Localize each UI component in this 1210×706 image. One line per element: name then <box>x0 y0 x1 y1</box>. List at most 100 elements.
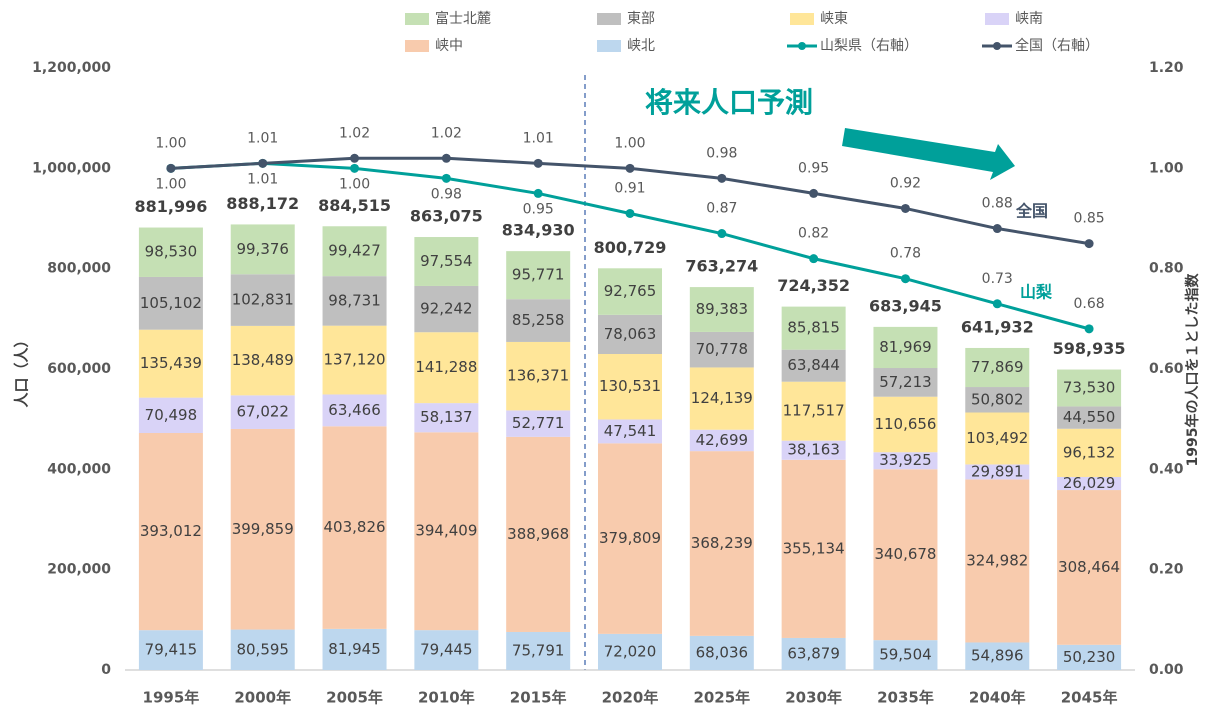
bar-segment <box>873 396 938 453</box>
line-point <box>533 158 543 168</box>
x-tick-label: 1995年 <box>143 689 200 706</box>
line-value-label: 1.00 <box>155 176 186 192</box>
bar-segment <box>598 443 662 634</box>
legend-swatch <box>405 13 429 25</box>
x-tick-label: 2040年 <box>969 689 1026 706</box>
bar-segment <box>781 440 846 460</box>
segment-label: 96,132 <box>1063 443 1116 461</box>
line-point <box>258 158 268 168</box>
bar-segment <box>414 237 479 286</box>
bar-segment <box>873 326 938 369</box>
segment-label: 110,656 <box>874 415 936 433</box>
line-value-label: 0.92 <box>890 175 921 191</box>
line-point <box>441 173 451 183</box>
bar-segment <box>230 274 295 326</box>
bar-segment <box>1057 490 1122 645</box>
legend-label: 峡北 <box>627 38 655 54</box>
segment-label: 33,925 <box>879 451 932 469</box>
segment-label: 57,213 <box>879 373 932 391</box>
bar-segment <box>414 332 479 404</box>
total-label: 863,075 <box>410 207 483 226</box>
line-point <box>900 203 910 213</box>
segment-label: 136,371 <box>507 367 569 385</box>
bar-segment <box>138 432 203 631</box>
bar-segment <box>506 436 571 632</box>
segment-label: 44,550 <box>1063 408 1116 426</box>
segment-label: 105,102 <box>140 294 202 312</box>
y-tick-label: 800,000 <box>47 261 111 277</box>
segment-label: 403,826 <box>324 518 386 536</box>
segment-label: 59,504 <box>879 646 932 664</box>
bar-segment <box>598 419 662 444</box>
line-value-label: 0.88 <box>982 196 1013 212</box>
segment-label: 77,869 <box>971 358 1024 376</box>
bar-segment <box>414 630 479 670</box>
total-label: 763,274 <box>685 257 758 276</box>
x-tick-label: 2025年 <box>693 689 750 706</box>
segment-label: 58,137 <box>420 408 473 426</box>
total-label: 641,932 <box>961 317 1034 336</box>
segment-label: 63,879 <box>787 644 840 662</box>
bar-segment <box>598 633 662 670</box>
x-tick-label: 2045年 <box>1061 689 1118 706</box>
bar-segment <box>1057 428 1122 477</box>
segment-label: 379,809 <box>599 529 661 547</box>
segment-label: 73,530 <box>1063 378 1116 396</box>
legend-swatch <box>790 13 814 25</box>
bar-segment <box>322 426 387 629</box>
segment-label: 50,802 <box>971 390 1024 408</box>
bar-segment <box>322 628 387 670</box>
bar-segment <box>1057 476 1122 491</box>
line-value-label: 0.85 <box>1074 211 1105 227</box>
segment-label: 72,020 <box>604 642 657 660</box>
bar-segment <box>689 287 754 332</box>
bar-segment <box>965 347 1030 388</box>
segment-label: 141,288 <box>415 358 477 376</box>
segment-label: 26,029 <box>1063 474 1116 492</box>
bar-segment <box>322 325 387 395</box>
segment-label: 103,492 <box>966 429 1028 447</box>
segment-label: 130,531 <box>599 377 661 395</box>
bar-segment <box>506 410 571 437</box>
segment-label: 393,012 <box>140 522 202 540</box>
y2-tick-label: 0.00 <box>1149 662 1184 678</box>
x-tick-label: 2010年 <box>418 689 475 706</box>
x-tick-label: 2030年 <box>785 689 842 706</box>
segment-label: 324,982 <box>966 551 1028 569</box>
bar-segment <box>965 464 1030 480</box>
line-point <box>809 254 819 264</box>
y-tick-label: 0 <box>101 662 111 678</box>
segment-label: 63,844 <box>787 356 840 374</box>
line-value-label: 1.00 <box>614 135 645 151</box>
legend-marker <box>993 42 1001 50</box>
bar-segment <box>598 314 662 354</box>
y2-tick-label: 0.40 <box>1149 461 1184 477</box>
y2-tick-label: 1.20 <box>1149 60 1184 76</box>
line-value-label: 0.95 <box>798 160 829 176</box>
y-axis-title: 人口（人） <box>13 332 31 407</box>
segment-label: 99,427 <box>328 242 381 260</box>
bar-segment <box>781 459 846 638</box>
segment-label: 340,678 <box>874 545 936 563</box>
bar-segment <box>873 469 938 641</box>
yamanashi-label: 山梨 <box>1020 283 1053 302</box>
line-value-label: 0.82 <box>798 226 829 242</box>
bar-segment <box>873 452 938 470</box>
forecast-label: 将来人口予測 <box>645 86 813 119</box>
segment-label: 355,134 <box>783 539 845 557</box>
y2-tick-label: 0.60 <box>1149 361 1184 377</box>
line-value-label: 1.01 <box>247 171 278 187</box>
total-label: 724,352 <box>777 276 850 295</box>
segment-label: 38,163 <box>787 441 840 459</box>
y-tick-label: 400,000 <box>47 461 111 477</box>
segment-label: 75,791 <box>512 641 565 659</box>
segment-label: 63,466 <box>328 401 381 419</box>
segment-label: 79,445 <box>420 641 473 659</box>
bar-segment <box>322 276 387 326</box>
segment-label: 78,063 <box>604 325 657 343</box>
bar-segment <box>138 276 203 330</box>
bar-segment <box>506 341 571 411</box>
bar-segment <box>965 412 1030 465</box>
bar-segment <box>230 325 295 396</box>
